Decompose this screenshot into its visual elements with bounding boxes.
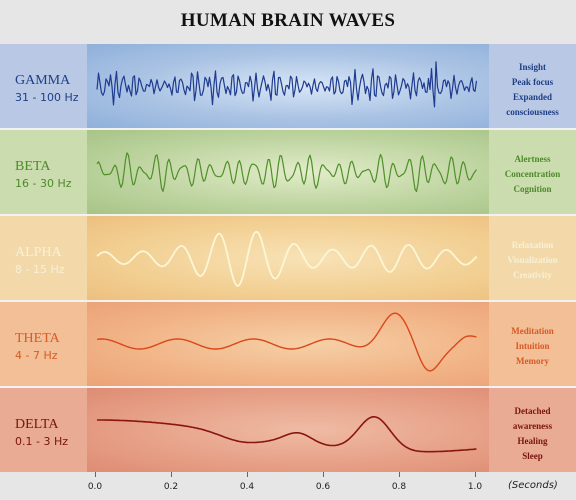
trait-item: Expanded: [512, 92, 553, 102]
band-traits-panel: Alertness Concentration Cognition: [489, 130, 576, 214]
chart-title: HUMAN BRAIN WAVES: [180, 10, 396, 31]
trait-item: Concentration: [504, 169, 561, 179]
band-label-panel: ALPHA 8 - 15 Hz: [0, 216, 87, 300]
gamma-wave-line: [96, 61, 478, 108]
trait-item: Intuition: [515, 341, 550, 351]
time-axis: 0.0 0.2 0.4 0.6 0.8 1.0 (Seconds): [0, 472, 576, 500]
trait-item: consciousness: [506, 107, 559, 117]
band-name: THETA: [15, 331, 60, 346]
band-alpha: ALPHA 8 - 15 Hz Relaxation Visualization…: [0, 216, 576, 300]
axis-tick-label: 0.4: [239, 482, 255, 492]
trait-item: Healing: [517, 436, 548, 446]
axis-tick: [247, 472, 248, 477]
wave-plot: [97, 415, 477, 453]
trait-list: Insight Peak focus Expanded consciousnes…: [489, 60, 576, 120]
band-traits-panel: Insight Peak focus Expanded consciousnes…: [489, 44, 576, 128]
band-traits-panel: Relaxation Visualization Creativity: [489, 216, 576, 300]
trait-item: Alertness: [514, 154, 551, 164]
band-frequency-range: 8 - 15 Hz: [15, 263, 65, 276]
band-divider: [0, 128, 576, 130]
band-divider: [0, 214, 576, 216]
trait-item: Relaxation: [511, 240, 554, 250]
axis-tick: [323, 472, 324, 477]
alpha-wave-line: [96, 230, 478, 287]
band-gamma: GAMMA 31 - 100 Hz Insight Peak focus Exp…: [0, 44, 576, 128]
wave-plot: [96, 61, 478, 108]
band-traits-panel: Detached awareness Healing Sleep: [489, 388, 576, 472]
band-label-panel: GAMMA 31 - 100 Hz: [0, 44, 87, 128]
wave-plot-area: [87, 130, 489, 214]
band-frequency-range: 16 - 30 Hz: [15, 177, 72, 190]
theta-wave-line: [96, 312, 477, 372]
band-beta: BETA 16 - 30 Hz Alertness Concentration …: [0, 130, 576, 214]
trait-item: Detached: [514, 406, 551, 416]
band-frequency-range: 0.1 - 3 Hz: [15, 435, 68, 448]
band-label-panel: BETA 16 - 30 Hz: [0, 130, 87, 214]
trait-item: Visualization: [507, 255, 558, 265]
trait-list: Relaxation Visualization Creativity: [489, 238, 576, 283]
band-label-panel: DELTA 0.1 - 3 Hz: [0, 388, 87, 472]
band-name: GAMMA: [15, 73, 71, 88]
trait-item: Sleep: [522, 451, 543, 461]
trait-item: Cognition: [513, 184, 552, 194]
wave-plot: [96, 312, 477, 372]
wave-plot-area: [87, 216, 489, 300]
trait-item: awareness: [512, 421, 553, 431]
wave-plot: [96, 230, 478, 287]
band-frequency-range: 31 - 100 Hz: [15, 91, 79, 104]
axis-unit-label: (Seconds): [508, 480, 558, 491]
axis-tick-label: 0.6: [315, 482, 331, 492]
axis-tick-label: 0.2: [163, 482, 179, 492]
axis-tick: [475, 472, 476, 477]
trait-item: Creativity: [513, 270, 552, 280]
band-traits-panel: Meditation Intuition Memory: [489, 302, 576, 386]
band-frequency-range: 4 - 7 Hz: [15, 349, 58, 362]
trait-list: Alertness Concentration Cognition: [489, 152, 576, 197]
delta-wave-line: [97, 415, 477, 453]
axis-tick-label: 0.8: [391, 482, 407, 492]
trait-item: Insight: [518, 62, 546, 72]
axis-tick: [95, 472, 96, 477]
wave-plot-area: [87, 302, 489, 386]
beta-wave-line: [96, 152, 477, 193]
trait-item: Memory: [516, 356, 549, 366]
wave-plot-area: [87, 44, 489, 128]
trait-item: Meditation: [511, 326, 554, 336]
axis-tick: [171, 472, 172, 477]
axis-tick: [399, 472, 400, 477]
band-name: DELTA: [15, 417, 59, 432]
band-label-panel: THETA 4 - 7 Hz: [0, 302, 87, 386]
band-delta: DELTA 0.1 - 3 Hz Detached awareness Heal…: [0, 388, 576, 472]
trait-list: Meditation Intuition Memory: [489, 324, 576, 369]
axis-tick-label: 1.0: [467, 482, 483, 492]
wave-plot: [96, 152, 477, 193]
trait-list: Detached awareness Healing Sleep: [489, 404, 576, 464]
band-divider: [0, 300, 576, 302]
band-name: BETA: [15, 159, 51, 174]
band-theta: THETA 4 - 7 Hz Meditation Intuition Memo…: [0, 302, 576, 386]
axis-tick-label: 0.0: [87, 482, 103, 492]
band-divider: [0, 386, 576, 388]
band-name: ALPHA: [15, 245, 62, 260]
trait-item: Peak focus: [511, 77, 554, 87]
wave-plot-area: [87, 388, 489, 472]
